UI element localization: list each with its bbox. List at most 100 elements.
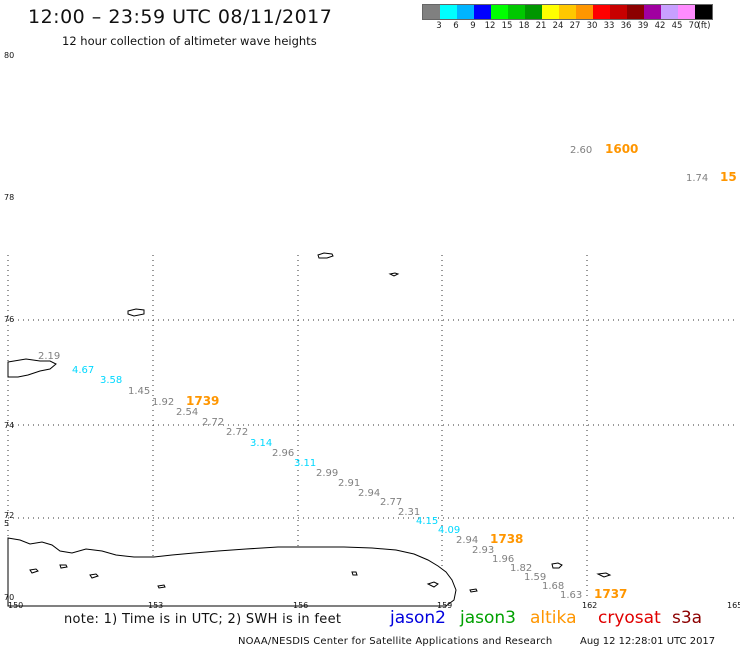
legend-swatch (678, 5, 695, 19)
latitude-label: 74 (4, 421, 14, 430)
longitude-label: 150 (8, 601, 23, 610)
wave-height-label: 2.19 (38, 351, 60, 362)
wave-height-label: 1.96 (492, 554, 514, 565)
latitude-label: 80 (4, 51, 14, 60)
satellite-s3a: s3a (672, 608, 703, 628)
legend-tick-label: 24 (552, 21, 564, 31)
satellite-altika: altika (530, 608, 577, 628)
footer-credit: NOAA/NESDIS Center for Satellite Applica… (238, 636, 553, 647)
legend-swatch (508, 5, 525, 19)
latitude-label: 78 (4, 193, 14, 202)
lat-lon-grid (7, 255, 735, 600)
legend-tick-label: 15 (501, 21, 513, 31)
legend-swatch (610, 5, 627, 19)
island-coast-a (29, 568, 39, 574)
island-small (388, 272, 400, 277)
legend-tick-label: 39 (637, 21, 649, 31)
wave-height-label: 4.67 (72, 365, 94, 376)
legend-swatch (440, 5, 457, 19)
legend-swatch (491, 5, 508, 19)
satellite-cryosat: cryosat (598, 608, 661, 628)
legend-swatch (474, 5, 491, 19)
legend-tick-label: 18 (518, 21, 530, 31)
latitude-label: 5 (4, 519, 9, 528)
map-title: 12:00 – 23:59 UTC 08/11/2017 (28, 6, 333, 28)
svalbard-coast-top (317, 252, 334, 259)
wave-height-label: 2.96 (272, 448, 294, 459)
legend-tick-label: 42 (654, 21, 666, 31)
longitude-label: 162 (582, 601, 597, 610)
legend-tick-label: 3 (436, 21, 442, 31)
legend-tick-label: 9 (470, 21, 476, 31)
longitude-labels: 150 153 156 159 162 165 (8, 601, 740, 610)
legend-tick-label: 6 (453, 21, 459, 31)
legend-swatch (576, 5, 593, 19)
wave-height-label: 2.94 (358, 488, 380, 499)
wave-height-label: 4.09 (438, 525, 460, 536)
wrangel-coast (7, 358, 57, 378)
wave-height-label: 1.82 (510, 563, 532, 574)
coastline (7, 252, 612, 607)
legend-swatch (542, 5, 559, 19)
legend-tick-label: 30 (586, 21, 598, 31)
wave-height-label: 1.63 (560, 590, 582, 601)
wave-height-label: 1.59 (524, 572, 546, 583)
wave-height-label: 1.45 (128, 386, 150, 397)
wave-height-label: 2.99 (316, 468, 338, 479)
wave-height-label: 2.72 (202, 417, 224, 428)
wave-height-label: 2.94 (456, 535, 478, 546)
wave-height-label: 1.68 (542, 581, 564, 592)
pass-time-label: 1737 (594, 587, 627, 601)
units-note: note: 1) Time is in UTC; 2) SWH is in fe… (64, 612, 342, 627)
legend-tick-label: 12 (484, 21, 496, 31)
island-coast-c (89, 573, 99, 579)
latitude-label: 76 (4, 315, 14, 324)
island-west (127, 308, 145, 317)
island-coast-e (351, 571, 358, 576)
wave-height-label: 2.54 (176, 407, 198, 418)
longitude-label: 165 (727, 601, 740, 610)
island-coast-d (157, 584, 166, 589)
legend-swatch (423, 5, 440, 19)
longitude-label: 153 (148, 601, 163, 610)
legend-unit-label: (ft) (697, 21, 711, 31)
island-coast-b (59, 564, 68, 569)
island-east-1 (551, 562, 563, 569)
wave-height-label: 2.93 (472, 545, 494, 556)
wave-height-label: 4.15 (416, 516, 438, 527)
island-east-3 (426, 581, 439, 588)
wave-height-label: 3.14 (250, 438, 272, 449)
pass-time-label: 15 (720, 170, 737, 184)
legend-swatch (661, 5, 678, 19)
longitude-label: 159 (437, 601, 452, 610)
legend-tick-label: 33 (603, 21, 615, 31)
pass-time-label: 1600 (605, 142, 638, 156)
satellite-jason3: jason3 (460, 608, 516, 628)
wave-height-label: 1.92 (152, 397, 174, 408)
legend-swatch (525, 5, 542, 19)
legend-swatch (627, 5, 644, 19)
wave-height-label: 2.31 (398, 507, 420, 518)
pass-time-label: 1738 (490, 532, 523, 546)
legend-tick-label: 45 (671, 21, 683, 31)
island-coast-f (469, 588, 478, 593)
latitude-label: 70 (4, 593, 14, 602)
color-legend (422, 4, 713, 20)
wave-height-label: 2.77 (380, 497, 402, 508)
pass-time-label: 1739 (186, 394, 219, 408)
legend-swatch (559, 5, 576, 19)
siberian-coast (7, 537, 457, 607)
legend-tick-label: 27 (569, 21, 581, 31)
legend-tick-label: 36 (620, 21, 632, 31)
wave-height-label: 3.11 (294, 458, 316, 469)
island-east-2 (596, 572, 612, 578)
wave-height-label: 2.60 (570, 145, 592, 156)
wave-height-label: 1.74 (686, 173, 708, 184)
latitude-labels: 80 78 76 74 72 70 5 (4, 51, 14, 602)
longitude-label: 156 (293, 601, 308, 610)
wave-height-label: 3.58 (100, 375, 122, 386)
legend-swatch (644, 5, 661, 19)
latitude-label: 72 (4, 511, 14, 520)
